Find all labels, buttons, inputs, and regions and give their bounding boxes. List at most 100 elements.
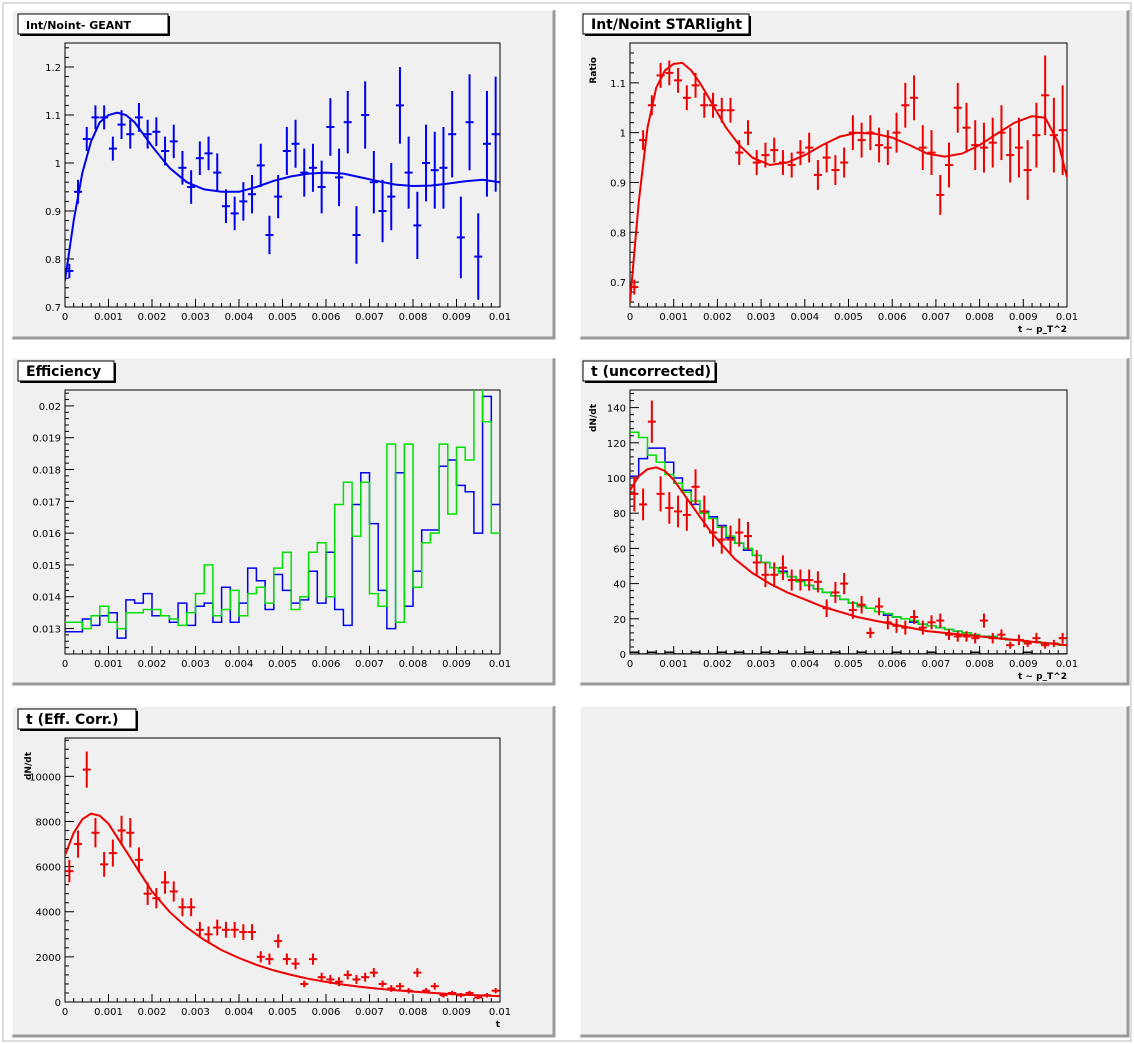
y-tick-label: 0.8 (45, 255, 61, 266)
y-tick-label: 80 (613, 509, 626, 520)
series-red-curve (630, 61, 1067, 303)
histogram-step (630, 651, 1067, 654)
data-point (665, 492, 674, 524)
x-tick-label: 0.01 (1056, 312, 1078, 323)
x-tick-label: 0.002 (703, 312, 732, 323)
data-point (204, 136, 213, 171)
data-point (308, 143, 317, 192)
data-point (161, 136, 170, 166)
data-point (752, 150, 761, 175)
x-tick-label: 0 (62, 659, 68, 670)
y-tick-label: 0.9 (45, 207, 61, 218)
data-point (282, 953, 291, 965)
data-point (726, 525, 735, 554)
data-point (647, 400, 656, 443)
data-layer (65, 751, 500, 1000)
data-point (395, 982, 404, 990)
data-point (108, 136, 117, 161)
chart-title: Int/Noint- GEANT (26, 19, 131, 32)
data-point (857, 122, 866, 158)
x-tick-label: 0.007 (922, 659, 951, 670)
data-point (875, 597, 884, 616)
chart-title: Int/Noint STARlight (591, 17, 742, 33)
chart-p1: 0 0.001 0.002 0.003 0.004 0.005 0.006 0.007 0.00… (17, 13, 511, 323)
data-point (213, 153, 222, 192)
x-tick-label: 0.01 (1056, 659, 1078, 670)
x-tick-label: 0.003 (181, 1007, 210, 1018)
data-point (213, 919, 222, 936)
data-layer (65, 390, 500, 639)
data-point (221, 189, 230, 223)
data-point (1058, 632, 1067, 644)
data-point (256, 143, 265, 187)
data-point (352, 206, 361, 264)
data-point (465, 74, 474, 171)
pad-fill (12, 706, 554, 1036)
y-tick-label: 0.7 (45, 303, 61, 314)
data-point (962, 631, 971, 642)
y-axis: 0.7 0.8 0.9 1 1.1 (610, 42, 639, 303)
data-point (743, 522, 752, 551)
y-axis: 0.013 0.014 0.015 0.016 0.017 0.018 0.019 0.02 (32, 392, 74, 655)
data-point (491, 988, 500, 994)
y-tick-label: 0.016 (32, 529, 61, 540)
x-axis-title: t (496, 1020, 501, 1030)
data-point (456, 196, 465, 279)
data-point (910, 75, 919, 121)
data-point (805, 132, 814, 163)
y-tick-label: 0 (620, 650, 626, 661)
data-point (361, 972, 370, 982)
data-point (945, 142, 954, 188)
series-blue-step (65, 395, 500, 639)
data-point (962, 102, 971, 153)
y-tick-label: 40 (613, 580, 626, 591)
x-axis-title: t ~ p_T^2 (1018, 672, 1067, 682)
x-tick-label: 0.009 (442, 1007, 471, 1018)
data-layer (630, 55, 1067, 303)
x-tick-label: 0.008 (399, 312, 428, 323)
data-point (265, 215, 274, 255)
series-black-step (630, 651, 1067, 654)
data-point (743, 120, 752, 146)
data-point (265, 953, 274, 965)
data-point (910, 610, 919, 625)
x-tick-label: 0.009 (442, 312, 471, 323)
data-point (230, 921, 239, 938)
data-point (796, 140, 805, 166)
y-tick-label: 0.017 (32, 497, 61, 508)
data-point (169, 124, 178, 159)
x-axis-title: t ~ p_T^2 (1018, 325, 1067, 335)
data-point (682, 499, 691, 531)
pad-highlight (11, 705, 554, 1036)
data-point (361, 81, 370, 149)
pad-fill (580, 358, 1128, 684)
data-point (369, 968, 378, 978)
x-tick-label: 0.007 (355, 1007, 384, 1018)
x-tick-label: 0.002 (138, 1007, 167, 1018)
data-point (979, 613, 988, 628)
data-point (945, 629, 954, 640)
data-point (291, 119, 300, 168)
title-box: t (Eff. Corr.) (17, 708, 138, 731)
series-green-step (65, 390, 500, 630)
x-tick-label: 0.003 (181, 312, 210, 323)
x-tick-label: 0.01 (489, 1007, 511, 1018)
data-point (248, 924, 257, 940)
data-point (787, 569, 796, 591)
data-point (927, 615, 936, 630)
data-point (1006, 127, 1015, 183)
data-point (892, 112, 901, 153)
x-axis: 0 0.001 0.002 0.003 0.004 0.005 0.006 0.007 0.00… (62, 994, 511, 1018)
x-tick-label: 0.004 (790, 312, 819, 323)
data-point (413, 968, 422, 978)
chart-title: Efficiency (26, 364, 101, 380)
data-point (413, 191, 422, 259)
data-point (936, 613, 945, 628)
title-box: t (uncorrected) (582, 360, 717, 383)
x-tick-label: 0.001 (94, 312, 123, 323)
data-point (813, 160, 822, 190)
x-axis: 0 0.001 0.002 0.003 0.004 0.005 0.006 0.007 0.00… (627, 646, 1078, 670)
data-point (448, 91, 457, 178)
